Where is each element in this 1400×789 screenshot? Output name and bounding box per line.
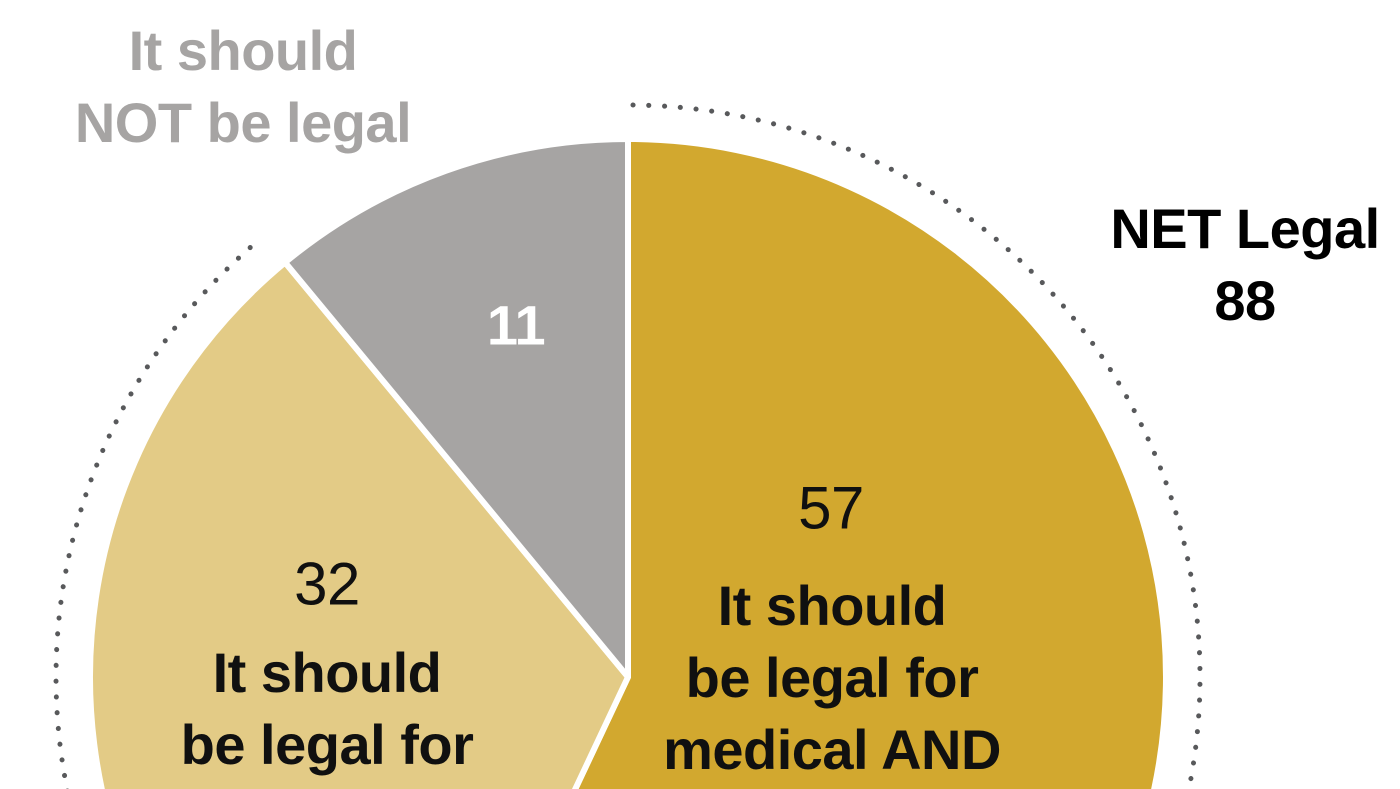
pie-slice-not-legal [282,136,631,680]
legal-medical-slice-value: 57 [798,474,864,542]
legal-medical-label-line-2: be legal for [685,646,979,709]
legal-limited-label-line-1: It should [212,641,442,704]
legal-medical-label-line-3: medical AND [663,718,1001,781]
legal-limited-slice-label: It should be legal for [0,637,677,781]
not-legal-slice-value: 11 [486,293,546,357]
pie-slice-legal-medical-and-recreational [571,136,1169,789]
legal-limited-label-line-2: be legal for [180,713,474,776]
not-legal-slice-label: It should NOT be legal [0,15,593,159]
not-legal-label-line-1: It should [128,19,358,82]
legal-medical-slice-label: It should be legal for medical AND [482,570,1182,786]
not-legal-label-line-2: NOT be legal [74,91,412,154]
legal-limited-slice-value: 32 [294,550,360,618]
net-legal-label: NET Legal [1110,197,1380,260]
net-legal-value: 88 [1214,269,1276,332]
net-legal-annotation: NET Legal 88 [895,193,1400,337]
legal-medical-label-line-1: It should [717,574,947,637]
pie-slice-legal-limited [87,259,631,789]
